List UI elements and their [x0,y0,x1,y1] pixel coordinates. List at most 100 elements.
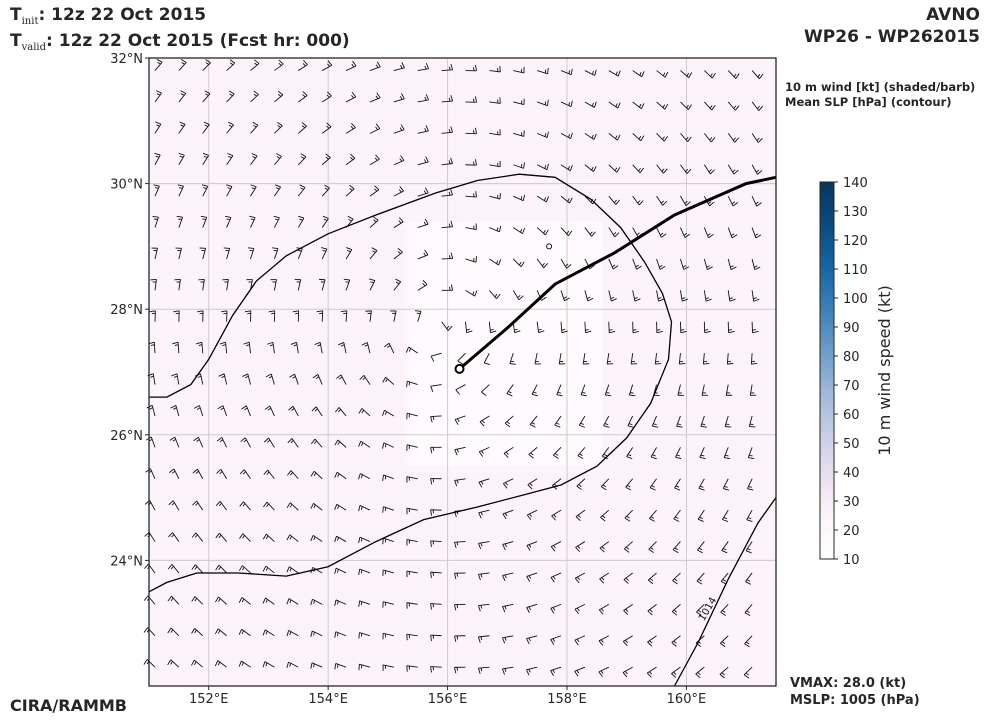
barb-flag [351,91,357,98]
barb-flag [205,59,211,64]
wind-barb [465,191,477,198]
wind-barb [677,384,684,396]
barb-flag [755,234,762,239]
barb-flag [244,310,251,313]
barb-staff [584,321,586,333]
barb-staff [288,629,299,637]
wind-barb [390,310,397,322]
barb-flag [219,439,224,443]
barb-flag [290,472,293,476]
wind-barb [215,532,227,542]
barb-flag [627,454,632,457]
barb-staff [489,101,501,104]
barb-staff [698,478,705,489]
wind-barb [240,437,251,448]
barb-flag [723,488,730,491]
barb-flag [673,518,680,522]
barb-flag [504,605,507,610]
wind-barb [393,124,405,134]
wind-barb [465,159,477,166]
wind-barb [481,384,490,396]
barb-staff [417,130,429,134]
wind-barb [345,60,357,71]
wind-barb [191,564,204,574]
barb-flag [218,598,221,602]
barb-flag [529,424,536,428]
barb-flag [286,630,290,637]
wind-barb [536,163,549,171]
barb-flag [550,577,555,583]
barb-staff [337,439,347,448]
barb-flag [266,471,270,475]
barb-flag [238,597,243,603]
barb-flag [286,534,291,541]
barb-staff [478,478,490,483]
wind-barb [647,604,657,616]
barb-staff [751,164,758,175]
barb-staff [360,440,371,448]
barb-staff [751,195,758,207]
barb-flag [722,548,727,551]
barb-flag [422,279,428,285]
wind-barb [289,373,299,385]
barb-flag [672,580,678,585]
barb-staff [406,602,418,605]
barb-flag [277,121,283,127]
barb-flag [531,422,535,425]
barb-flag [541,262,545,267]
wind-barb [316,310,324,322]
wind-barb [369,185,380,197]
barb-flag [313,663,315,668]
barb-flag [677,423,681,425]
barb-flag [262,533,267,540]
wind-barb [151,247,158,260]
barb-flag [310,535,314,542]
barb-flag [550,670,554,676]
barb-staff [311,662,323,668]
barb-flag [399,186,404,192]
barb-flag [384,342,390,348]
wind-barb [526,666,538,676]
barb-flag [454,542,457,549]
barb-staff [312,630,323,637]
barb-flag [398,189,402,193]
barb-staff [152,373,156,385]
barb-staff [430,603,442,605]
barb-staff [178,155,185,165]
barb-staff [624,509,634,519]
barb-flag [602,515,606,519]
barb-flag [616,167,621,173]
wind-barb [503,446,514,458]
barb-flag [346,247,352,251]
barb-flag [622,672,628,678]
wind-barb [178,152,185,165]
wind-barb [214,628,227,637]
barb-staff [292,406,299,417]
barb-staff [478,603,490,607]
barb-flag [579,424,586,428]
wind-barb [489,290,501,300]
barb-flag [591,166,594,171]
barb-flag [348,218,352,222]
wind-barb [502,478,514,489]
wind-barb [656,321,663,334]
barb-flag [530,452,534,456]
barb-staff [478,572,490,575]
barb-flag [617,134,621,141]
barb-flag [276,156,281,159]
wind-barb [672,541,681,554]
wind-barb [513,227,526,235]
barb-flag [253,124,257,128]
wind-barb [406,476,418,483]
barb-staff [465,289,476,297]
barb-flag [371,247,378,251]
wind-barb [580,384,588,397]
wind-barb [673,509,681,522]
wind-barb [217,405,228,417]
barb-flag [251,153,258,157]
wind-barb [265,373,275,385]
barb-flag [552,485,558,490]
barb-flag [375,95,379,99]
barb-flag [456,479,459,484]
barb-staff [478,635,490,638]
